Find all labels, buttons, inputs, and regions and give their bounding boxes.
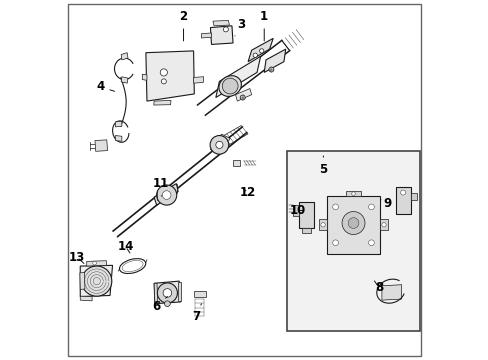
- Polygon shape: [264, 49, 285, 72]
- Polygon shape: [210, 26, 233, 44]
- Polygon shape: [298, 202, 314, 228]
- Polygon shape: [121, 77, 128, 83]
- Polygon shape: [346, 191, 360, 196]
- Polygon shape: [410, 193, 416, 200]
- Circle shape: [81, 266, 112, 296]
- Text: 8: 8: [374, 281, 382, 294]
- Circle shape: [215, 141, 223, 148]
- Polygon shape: [219, 134, 230, 141]
- Polygon shape: [235, 89, 251, 101]
- Circle shape: [93, 261, 96, 265]
- Polygon shape: [215, 56, 260, 98]
- Polygon shape: [121, 53, 128, 60]
- Polygon shape: [145, 51, 194, 101]
- Circle shape: [400, 190, 405, 195]
- Polygon shape: [86, 261, 106, 266]
- Polygon shape: [95, 140, 107, 151]
- Circle shape: [351, 192, 355, 195]
- Polygon shape: [154, 283, 158, 302]
- Polygon shape: [326, 196, 380, 253]
- Circle shape: [332, 204, 338, 210]
- Bar: [286, 151, 419, 330]
- Circle shape: [162, 191, 171, 199]
- Text: 10: 10: [289, 204, 305, 217]
- Circle shape: [161, 79, 166, 84]
- Circle shape: [320, 223, 325, 227]
- Circle shape: [347, 218, 358, 228]
- Text: 2: 2: [179, 10, 187, 41]
- Polygon shape: [115, 135, 122, 141]
- Polygon shape: [154, 184, 178, 205]
- Circle shape: [222, 78, 238, 94]
- Circle shape: [368, 204, 373, 210]
- Circle shape: [163, 289, 171, 297]
- Text: 3: 3: [235, 18, 244, 36]
- Polygon shape: [212, 21, 229, 26]
- Polygon shape: [115, 121, 122, 127]
- Text: 13: 13: [69, 251, 85, 264]
- Circle shape: [341, 212, 364, 234]
- Polygon shape: [210, 147, 221, 154]
- Circle shape: [268, 67, 273, 72]
- Circle shape: [381, 223, 386, 227]
- Polygon shape: [178, 282, 180, 301]
- Text: 1: 1: [260, 10, 268, 41]
- Polygon shape: [142, 74, 147, 80]
- Circle shape: [164, 301, 170, 307]
- Polygon shape: [292, 205, 298, 216]
- Polygon shape: [395, 187, 410, 214]
- Polygon shape: [193, 77, 203, 83]
- Polygon shape: [80, 296, 92, 301]
- Circle shape: [157, 283, 177, 303]
- Text: 12: 12: [240, 186, 256, 199]
- Polygon shape: [319, 220, 326, 230]
- Polygon shape: [153, 100, 171, 105]
- Circle shape: [368, 240, 373, 246]
- Polygon shape: [154, 281, 180, 304]
- Polygon shape: [381, 285, 401, 300]
- Polygon shape: [380, 220, 387, 230]
- Circle shape: [259, 49, 264, 53]
- Polygon shape: [80, 273, 85, 289]
- Polygon shape: [302, 228, 310, 233]
- Circle shape: [253, 53, 257, 57]
- Text: 5: 5: [319, 156, 327, 176]
- Polygon shape: [201, 33, 211, 38]
- Polygon shape: [193, 291, 205, 297]
- Ellipse shape: [219, 76, 241, 96]
- Text: 7: 7: [192, 304, 201, 324]
- Polygon shape: [233, 160, 240, 166]
- Polygon shape: [247, 39, 273, 62]
- Circle shape: [160, 69, 167, 76]
- Circle shape: [240, 95, 244, 100]
- Polygon shape: [80, 265, 112, 297]
- Text: 14: 14: [117, 240, 133, 253]
- Text: 9: 9: [380, 197, 391, 210]
- Circle shape: [156, 185, 176, 205]
- Text: 6: 6: [152, 297, 167, 313]
- Circle shape: [223, 27, 228, 32]
- Text: 11: 11: [153, 177, 169, 196]
- Circle shape: [332, 240, 338, 246]
- Text: 4: 4: [96, 80, 114, 93]
- Circle shape: [210, 135, 228, 154]
